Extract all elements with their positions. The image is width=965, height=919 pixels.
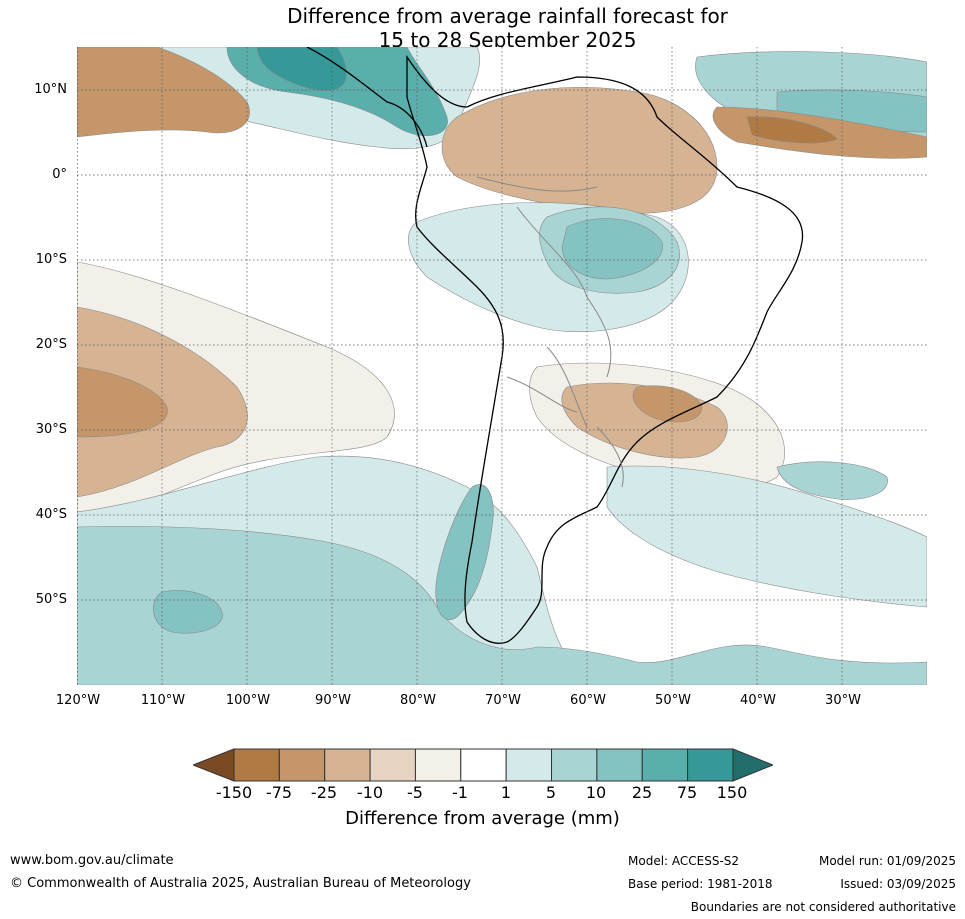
colorbar-cell: [596, 748, 643, 782]
lat-label-10s: 10°S: [35, 252, 67, 267]
colorbar-tick: -1: [452, 783, 468, 802]
lat-label-30s: 30°S: [35, 422, 67, 437]
lon-label-50w: 50°W: [655, 693, 691, 708]
anomaly-wet-pacific-patch: [153, 590, 223, 634]
lon-label-90w: 90°W: [315, 693, 351, 708]
lat-label-0: 0°: [52, 167, 67, 182]
colorbar-title: Difference from average (mm): [345, 808, 620, 829]
lon-label-80w: 80°W: [400, 693, 436, 708]
colorbar-cell: [369, 748, 416, 782]
anomaly-dry-atlantic-core: [746, 116, 838, 144]
lon-label-110w: 110°W: [140, 693, 186, 708]
base-period: Base period: 1981-2018: [628, 877, 773, 891]
map-title: Difference from average rainfall forecas…: [0, 4, 965, 52]
colorbar-tick: 25: [631, 783, 653, 802]
website-link[interactable]: www.bom.gov.au/climate: [10, 853, 174, 868]
colorbar-cells: [193, 748, 773, 782]
colorbar-cell: [505, 748, 553, 782]
central-america-coast: [306, 47, 428, 148]
graticule: [77, 47, 927, 685]
anomaly-fields: [77, 47, 927, 685]
colorbar-tick: -10: [356, 783, 384, 802]
colorbar-cell: [641, 748, 689, 782]
anomaly-wet-chile: [435, 484, 494, 620]
colorbar-cell: [233, 748, 280, 782]
border-lines: [476, 176, 624, 488]
colorbar-tick: 75: [676, 783, 698, 802]
copyright-text: © Commonwealth of Australia 2025, Austra…: [10, 876, 471, 891]
lat-label-10n: 10°N: [34, 82, 67, 97]
model-name: Model: ACCESS-S2: [628, 854, 740, 868]
lon-label-70w: 70°W: [485, 693, 521, 708]
anomaly-dry-moderate-pacific: [77, 366, 168, 438]
lon-label-60w: 60°W: [570, 693, 606, 708]
anomaly-dry-pacific-north: [77, 47, 250, 138]
country-borders: [476, 176, 624, 488]
colorbar-tick: 5: [545, 783, 557, 802]
colorbar-cell: [324, 748, 371, 782]
colorbar-extend-low: [193, 748, 235, 782]
south-america-coast: [406, 54, 804, 644]
issued-date: Issued: 03/09/2025: [840, 877, 956, 891]
colorbar-cell: [551, 748, 598, 782]
lon-label-30w: 30°W: [825, 693, 861, 708]
lat-label-20s: 20°S: [35, 337, 67, 352]
lat-label-40s: 40°S: [35, 507, 67, 522]
model-run: Model run: 01/09/2025: [818, 854, 956, 868]
boundaries-disclaimer: Boundaries are not considered authoritat…: [690, 900, 956, 914]
lon-label-40w: 40°W: [740, 693, 776, 708]
anomaly-wet-south-atlantic-patch: [776, 461, 888, 500]
colorbar-cell: [687, 748, 734, 782]
lon-label-100w: 100°W: [225, 693, 271, 708]
rainfall-anomaly-map: [77, 47, 927, 685]
colorbar-tick: -75: [265, 783, 293, 802]
colorbar-cell: [460, 748, 507, 782]
colorbar-tick: 1: [500, 783, 512, 802]
colorbar-cell: [278, 748, 326, 782]
anomaly-wet-south-atlantic: [606, 465, 927, 608]
colorbar-extend-high: [732, 748, 773, 782]
colorbar: [193, 748, 773, 782]
colorbar-tick: 150: [716, 783, 748, 802]
colorbar-tick: -25: [310, 783, 338, 802]
coastlines: [306, 47, 804, 644]
lon-label-120w: 120°W: [55, 693, 101, 708]
map-canvas: [77, 47, 927, 685]
colorbar-tick: 10: [585, 783, 607, 802]
colorbar-tick: -5: [407, 783, 423, 802]
colorbar-tick: -150: [215, 783, 253, 802]
lat-label-50s: 50°S: [35, 592, 67, 607]
title-line-1: Difference from average rainfall forecas…: [287, 4, 728, 28]
anomaly-wet-south: [77, 526, 927, 685]
colorbar-cell: [414, 748, 462, 782]
anomaly-dry-amazon-north: [441, 87, 718, 214]
anomaly-wet-strong-caribbean: [256, 47, 347, 91]
